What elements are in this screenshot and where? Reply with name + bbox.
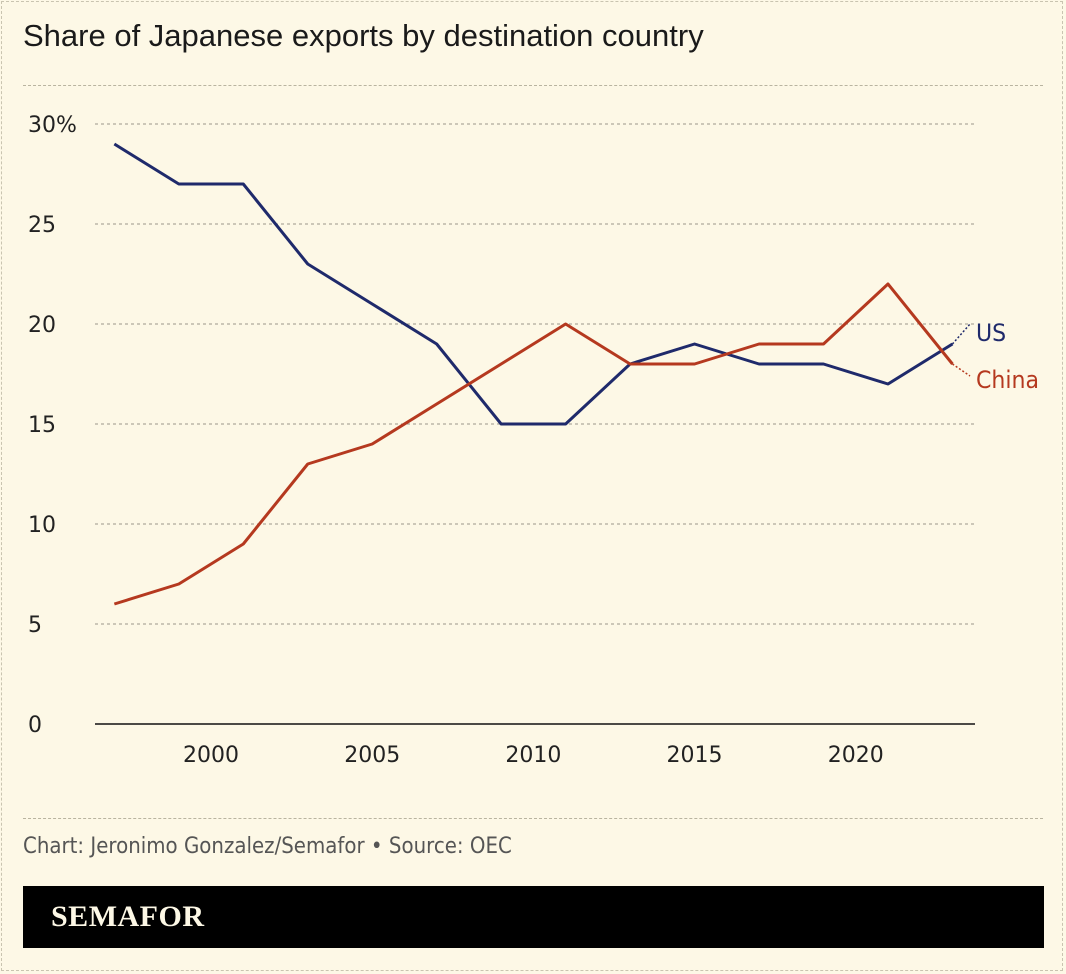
y-tick-label: 20 (28, 313, 56, 338)
y-tick-label: 30% (28, 113, 77, 138)
label-leader (952, 363, 971, 377)
series-label-china: China (976, 367, 1039, 394)
chart-title: Share of Japanese exports by destination… (23, 18, 704, 53)
y-tick-label: 5 (28, 613, 42, 638)
series-line-china (113, 282, 954, 606)
line-chart: 0 5 10 15 20 25 30% 2000 2005 2010 2015 2020 US China (28, 113, 1039, 768)
x-tick-label: 2020 (828, 743, 884, 768)
chart-credit: Chart: Jeronimo Gonzalez/Semafor • Sourc… (23, 834, 512, 859)
y-tick-label: 10 (28, 513, 56, 538)
x-tick-label: 2010 (505, 743, 561, 768)
divider (23, 818, 1043, 819)
y-tick-label: 25 (28, 213, 56, 238)
label-leader (951, 323, 971, 345)
series-line-us (113, 142, 954, 426)
x-tick-label: 2005 (344, 743, 400, 768)
divider (23, 85, 1043, 86)
series-label-us: US (976, 320, 1006, 347)
y-tick-label: 0 (28, 713, 42, 738)
y-tick-label: 15 (28, 413, 56, 438)
semafor-logo: SEMAFOR (51, 900, 205, 933)
x-tick-label: 2015 (667, 743, 723, 768)
x-tick-label: 2000 (183, 743, 239, 768)
logo-bar: SEMAFOR (23, 886, 1044, 948)
